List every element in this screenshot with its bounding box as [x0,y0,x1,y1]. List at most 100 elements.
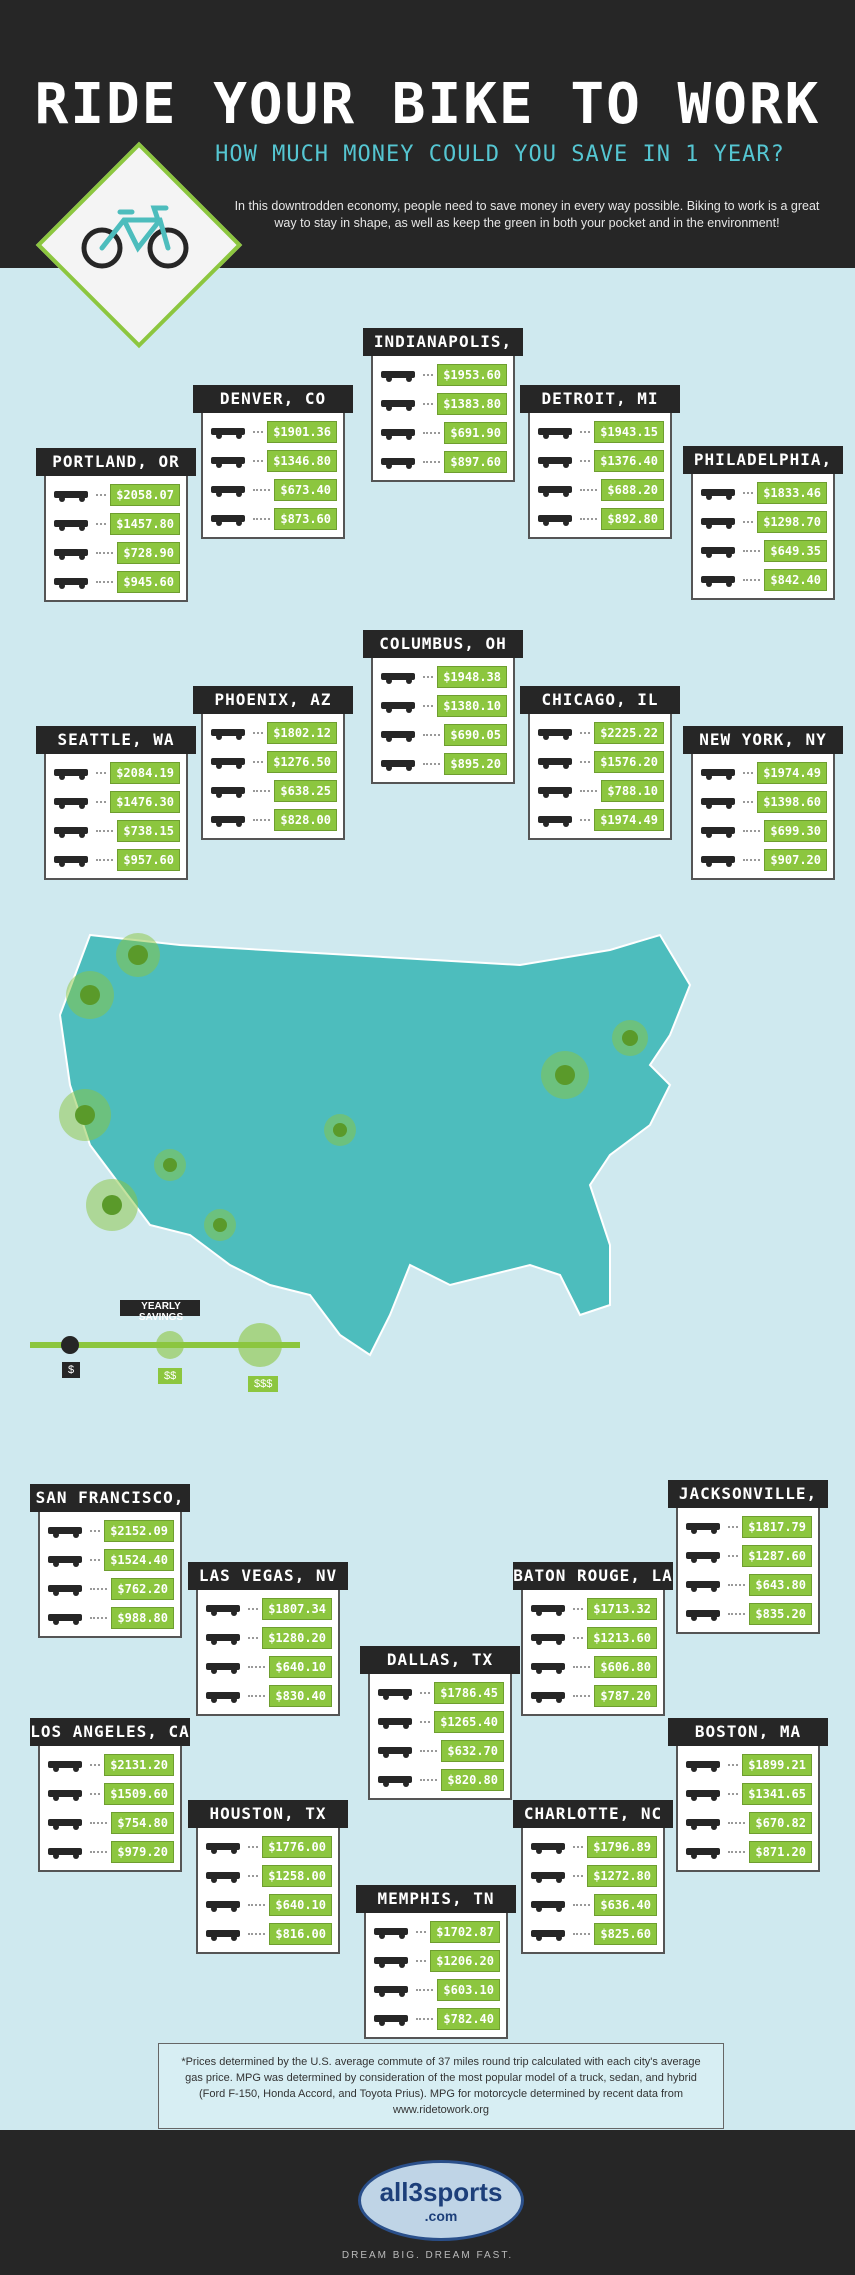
sedan-icon [531,1871,565,1883]
price-list: $1943.15 $1376.40 $688.20 $892.80 [528,413,672,539]
hybrid-icon [686,1580,720,1592]
city-name: PHILADELPHIA, PA [683,446,843,497]
price-value: $816.00 [269,1922,332,1945]
dotted-leader [573,1874,584,1877]
dotted-leader [573,1607,584,1610]
price-row: $825.60 [529,1919,657,1948]
price-row: $1943.15 [536,417,664,446]
dotted-leader [96,858,114,861]
legend-low: $ [62,1362,81,1378]
sedan-icon [374,1956,408,1968]
price-row: $603.10 [372,1975,500,2004]
legend-high: $$$ [248,1376,279,1392]
price-value: $1833.46 [757,481,827,504]
sedan-icon [206,1871,240,1883]
city-card: DETROIT, MI $1943.15 $1376.40 $688.20 $8… [520,385,680,539]
sedan-icon [701,797,735,809]
dotted-leader [96,522,107,525]
dotted-leader [743,771,754,774]
price-row: $828.00 [209,805,337,834]
motorcycle-icon [54,855,88,867]
price-value: $754.80 [111,1811,174,1834]
motorcycle-icon [538,514,572,526]
hybrid-icon [211,485,245,497]
brand-logo[interactable]: all3sports .com [358,2160,524,2241]
price-row: $820.80 [376,1765,504,1794]
dotted-leader [253,789,271,792]
dotted-leader [420,1691,431,1694]
dotted-leader [96,771,107,774]
price-value: $673.40 [274,478,337,501]
truck-icon [48,1526,82,1538]
dotted-leader [573,1903,591,1906]
dotted-leader [253,818,271,821]
price-list: $1796.89 $1272.80 $636.40 $825.60 [521,1828,665,1954]
sedan-icon [378,1717,412,1729]
price-list: $1802.12 $1276.50 $638.25 $828.00 [201,714,345,840]
hybrid-icon [538,786,572,798]
price-row: $1702.87 [372,1917,500,1946]
price-value: $603.10 [437,1978,500,2001]
price-row: $699.30 [699,816,827,845]
price-list: $1702.87 $1206.20 $603.10 $782.40 [364,1913,508,2039]
motorcycle-icon [211,815,245,827]
price-row: $690.05 [379,720,507,749]
dotted-leader [420,1720,431,1723]
price-row: $1376.40 [536,446,664,475]
truck-icon [48,1760,82,1772]
city-card: LAS VEGAS, NV $1807.34 $1280.20 $640.10 … [188,1562,348,1716]
price-value: $688.20 [601,478,664,501]
motorcycle-icon [378,1775,412,1787]
price-row: $1953.60 [379,360,507,389]
price-row: $1776.00 [204,1832,332,1861]
dotted-leader [423,762,441,765]
dotted-leader [96,551,114,554]
price-value: $2084.19 [110,761,180,784]
price-value: $1376.40 [594,449,664,472]
footnote: *Prices determined by the U.S. average c… [158,2043,724,2129]
price-value: $787.20 [594,1684,657,1707]
price-value: $1265.40 [434,1710,504,1733]
hybrid-icon [531,1900,565,1912]
dotted-leader [743,520,754,523]
dotted-leader [420,1778,438,1781]
price-value: $738.15 [117,819,180,842]
price-value: $762.20 [111,1577,174,1600]
hybrid-icon [54,826,88,838]
price-value: $636.40 [594,1893,657,1916]
bicycle-icon [81,205,189,269]
dotted-leader [90,1763,101,1766]
dotted-leader [743,578,761,581]
dotted-leader [728,1525,739,1528]
truck-icon [206,1604,240,1616]
dotted-leader [580,459,591,462]
price-value: $1457.80 [110,512,180,535]
dotted-leader [743,800,754,803]
price-value: $1298.70 [757,510,827,533]
price-value: $1346.80 [267,449,337,472]
city-name: LOS ANGELES, CA [30,1718,190,1746]
page-subtitle: HOW MUCH MONEY COULD YOU SAVE IN 1 YEAR? [215,142,785,167]
dotted-leader [573,1665,591,1668]
truck-icon [701,488,735,500]
dotted-leader [728,1583,746,1586]
price-list: $1901.36 $1346.80 $673.40 $873.60 [201,413,345,539]
hybrid-icon [701,546,735,558]
price-row: $1807.34 [204,1594,332,1623]
price-value: $1901.36 [267,420,337,443]
city-name: INDIANAPOLIS, IN [363,328,523,379]
us-map [58,933,692,1357]
price-row: $907.20 [699,845,827,874]
dotted-leader [248,1932,266,1935]
dotted-leader [248,1874,259,1877]
price-value: $640.10 [269,1893,332,1916]
motorcycle-icon [381,457,415,469]
price-list: $1833.46 $1298.70 $649.35 $842.40 [691,474,835,600]
price-value: $690.05 [444,723,507,746]
price-row: $1802.12 [209,718,337,747]
price-row: $957.60 [52,845,180,874]
motorcycle-icon [211,514,245,526]
city-name: DETROIT, MI [520,385,680,413]
price-value: $897.60 [444,450,507,473]
price-value: $1509.60 [104,1782,174,1805]
